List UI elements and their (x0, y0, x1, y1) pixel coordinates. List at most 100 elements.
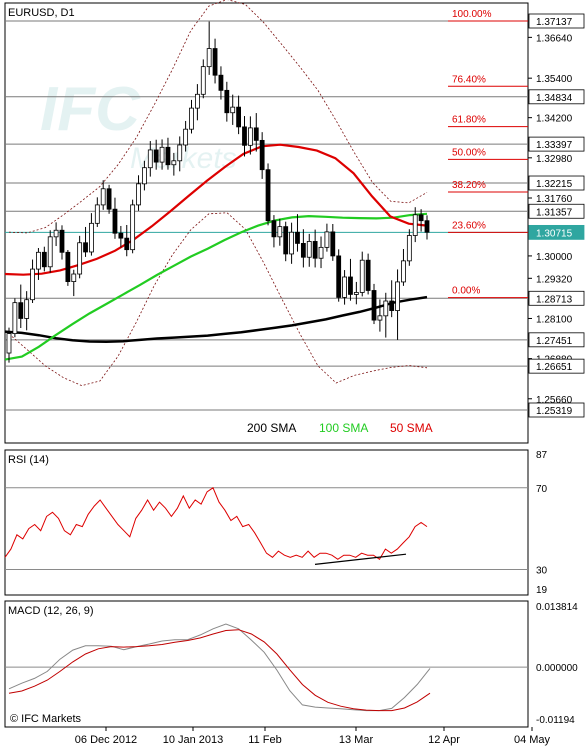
price-level-label: 1.25319 (536, 406, 573, 417)
macd-level-label: 0.000000 (536, 663, 578, 674)
candle-body (230, 106, 236, 114)
date-tick-label: 12 Apr (428, 734, 460, 746)
macd-panel (4, 600, 529, 728)
candle-body (212, 48, 218, 76)
price-level-tag (528, 203, 585, 219)
fibonacci-label: 100.00% (452, 9, 492, 20)
price-tick-label: 1.35400 (536, 74, 573, 85)
candle-body (153, 149, 159, 163)
candle-body (12, 302, 18, 335)
price-level-tag (528, 224, 585, 240)
date-tick-label: 11 Feb (248, 734, 281, 746)
candle-body (342, 276, 347, 298)
rsi-title: RSI (14) (8, 454, 49, 466)
candle-body (183, 128, 189, 146)
legend-sma50: 50 SMA (390, 421, 433, 435)
candle-body (77, 242, 83, 275)
price-tick-label: 1.28100 (536, 314, 573, 325)
candle-body (336, 255, 342, 298)
candle-body (424, 220, 430, 233)
candle-body (47, 236, 53, 268)
rsi-panel (4, 449, 529, 596)
candle-body (118, 232, 124, 239)
candle-body (348, 276, 353, 295)
candle-body (147, 149, 153, 169)
rsi-level-label: 87 (536, 450, 548, 461)
macd-line (8, 623, 431, 712)
candle-body (200, 66, 206, 95)
watermark-logo: IFC Markets (40, 75, 237, 175)
candle-body (383, 300, 389, 317)
price-tick-label: 1.34200 (536, 114, 573, 125)
candle-body (259, 139, 265, 171)
candle-body (112, 208, 118, 234)
price-tick-label: 1.30000 (536, 252, 573, 263)
date-tick-label: 06 Dec 2012 (75, 734, 137, 746)
candle-body (318, 246, 324, 259)
candle-body (406, 235, 412, 262)
candle-body (218, 74, 224, 91)
candle-body (324, 231, 330, 248)
macd-level-label: -0.01194 (536, 715, 575, 726)
candle-body (89, 222, 94, 253)
candle-body (206, 48, 212, 68)
price-chart-title: EURUSD, D1 (8, 7, 75, 19)
price-level-label: 1.32215 (536, 179, 573, 190)
candle-body (94, 204, 100, 224)
candle-body (395, 281, 400, 311)
price-level-label: 1.27451 (536, 336, 573, 347)
rsi-indicator: 87 70 30 19 (4, 450, 548, 596)
candle-body (242, 126, 247, 146)
price-level-tag (528, 13, 585, 29)
price-axis: 1.36640 1.35400 1.34200 1.32980 1.31760 1.300… (528, 13, 585, 418)
fibonacci-label: 0.00% (452, 286, 480, 297)
candle-body (83, 242, 88, 253)
macd-level-label: 0.013814 (536, 602, 578, 613)
candle-body (177, 144, 183, 162)
rsi-level-label: 70 (536, 484, 548, 495)
fibonacci-label: 76.40% (452, 74, 486, 85)
price-level-label: 1.31357 (536, 207, 573, 218)
candle-body (142, 167, 147, 185)
candle-body (224, 89, 230, 114)
candles (6, 21, 430, 363)
macd-indicator: 0.013814 0.000000 -0.01194 (5, 602, 578, 726)
candle-body (236, 106, 242, 128)
candle-body (247, 127, 253, 146)
candle-body (295, 231, 300, 244)
candle-body (189, 107, 194, 130)
price-tick-label: 1.36640 (536, 33, 573, 44)
candle-body (100, 188, 106, 206)
bollinger-upper-band (8, 0, 428, 234)
candle-body (265, 169, 271, 222)
price-level-tag (528, 89, 585, 105)
sma100-line (4, 212, 428, 361)
date-tick-label: 13 Mar (339, 734, 374, 746)
candle-body (412, 214, 418, 236)
price-level-tag (528, 402, 585, 418)
candle-body (159, 146, 165, 163)
price-level-tag (528, 290, 585, 306)
candle-body (106, 188, 112, 210)
candle-body (377, 315, 383, 321)
fibonacci-label: 50.00% (452, 147, 486, 158)
legend-sma100: 100 SMA (319, 421, 368, 435)
legend-sma200: 200 SMA (247, 421, 296, 435)
candle-body (300, 243, 306, 258)
watermark-brand: IFC (40, 75, 141, 144)
candle-body (271, 220, 277, 238)
candle-body (24, 299, 30, 319)
price-level-label: 1.33397 (536, 140, 573, 151)
candle-body (277, 226, 283, 238)
rsi-line (4, 487, 428, 561)
candle-body (59, 229, 65, 253)
candle-body (6, 333, 12, 354)
candle-body (353, 292, 359, 295)
candle-body (165, 146, 171, 166)
sma50-line (4, 143, 428, 276)
rsi-level-label: 30 (536, 566, 548, 577)
candle-body (359, 259, 365, 293)
candle-body (124, 237, 130, 251)
fibonacci-label: 23.60% (452, 220, 486, 231)
rsi-trendline (314, 553, 407, 566)
